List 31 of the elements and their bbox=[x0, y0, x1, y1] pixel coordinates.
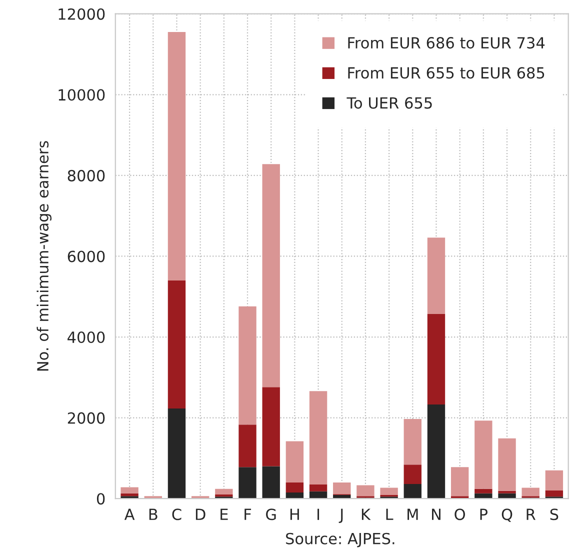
x-tick-label: R bbox=[526, 508, 536, 520]
x-tick-label: N bbox=[432, 508, 440, 520]
x-tick-label: C bbox=[172, 508, 182, 520]
x-tick-label: S bbox=[550, 508, 558, 520]
source-note: Source: AJPES. bbox=[286, 532, 394, 548]
x-tick-label: G bbox=[266, 508, 276, 520]
x-tick-label: B bbox=[149, 508, 158, 520]
x-tick-label: D bbox=[196, 508, 206, 520]
y-axis-title: No. of minimum-wage earners bbox=[36, 141, 52, 371]
y-tick-label: 8000 bbox=[68, 170, 105, 182]
y-tick-label: 4000 bbox=[68, 331, 105, 344]
x-tick-label: L bbox=[386, 508, 394, 520]
y-tick-label: 2000 bbox=[68, 412, 105, 424]
x-tick-label: I bbox=[318, 508, 320, 520]
x-tick-label: F bbox=[244, 508, 252, 520]
x-tick-label: Q bbox=[502, 508, 512, 522]
y-tick-label: 6000 bbox=[68, 250, 105, 262]
x-tick-label: A bbox=[124, 508, 135, 520]
x-tick-label: K bbox=[362, 508, 371, 520]
legend-label: From EUR 686 to EUR 734 bbox=[348, 37, 545, 49]
x-tick-label: M bbox=[408, 508, 418, 520]
y-tick-label: 10000 bbox=[58, 89, 105, 101]
y-tick-label: 12000 bbox=[58, 8, 105, 20]
x-tick-label: E bbox=[220, 508, 228, 520]
x-tick-label: J bbox=[338, 508, 343, 523]
x-tick-label: O bbox=[454, 508, 465, 520]
legend-label: From EUR 655 to EUR 685 bbox=[348, 67, 544, 79]
y-tick-label: 0 bbox=[96, 493, 105, 505]
x-tick-label: P bbox=[480, 508, 488, 520]
legend-label: To UER 655 bbox=[346, 97, 432, 109]
x-tick-label: H bbox=[290, 508, 299, 520]
